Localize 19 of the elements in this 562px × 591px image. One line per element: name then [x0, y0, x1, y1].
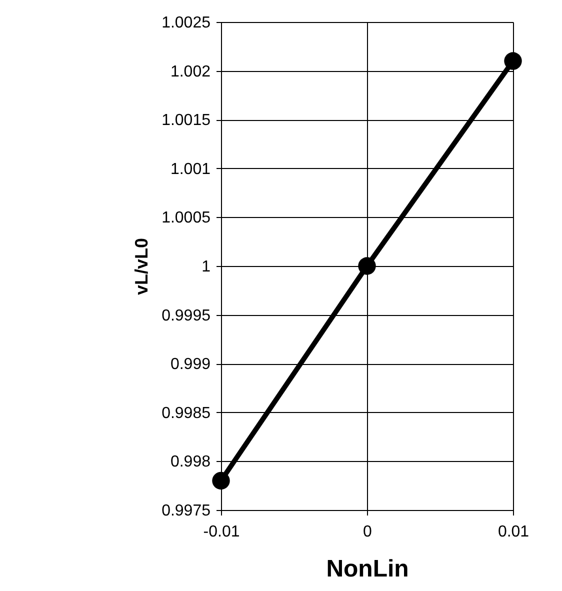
point [212, 472, 230, 490]
y-tick-label: 1.0005 [162, 210, 211, 227]
x-tick-label: -0.01 [203, 524, 240, 540]
y-tick-label: 1.002 [170, 63, 211, 80]
y-tick-label: 1 [202, 258, 211, 276]
x-axis-title: NonLin [326, 556, 409, 582]
point [504, 52, 522, 70]
point [358, 257, 376, 275]
y-tick-label: 1.0015 [162, 112, 211, 130]
x-tick-label: 0 [363, 524, 372, 540]
y-tick-label: 0.9995 [162, 307, 211, 324]
y-tick-label: 1.0025 [162, 14, 211, 32]
y-tick-label: 0.9985 [162, 404, 211, 422]
y-tick-label: 1.001 [170, 160, 211, 178]
y-tick-label: 0.999 [170, 356, 211, 374]
x-tick-label: 0.01 [498, 524, 530, 540]
y-tick-label: 0.998 [170, 454, 211, 471]
y-axis-title: vL/vL0 [132, 238, 152, 296]
y-tick-label: 0.9975 [162, 502, 211, 520]
